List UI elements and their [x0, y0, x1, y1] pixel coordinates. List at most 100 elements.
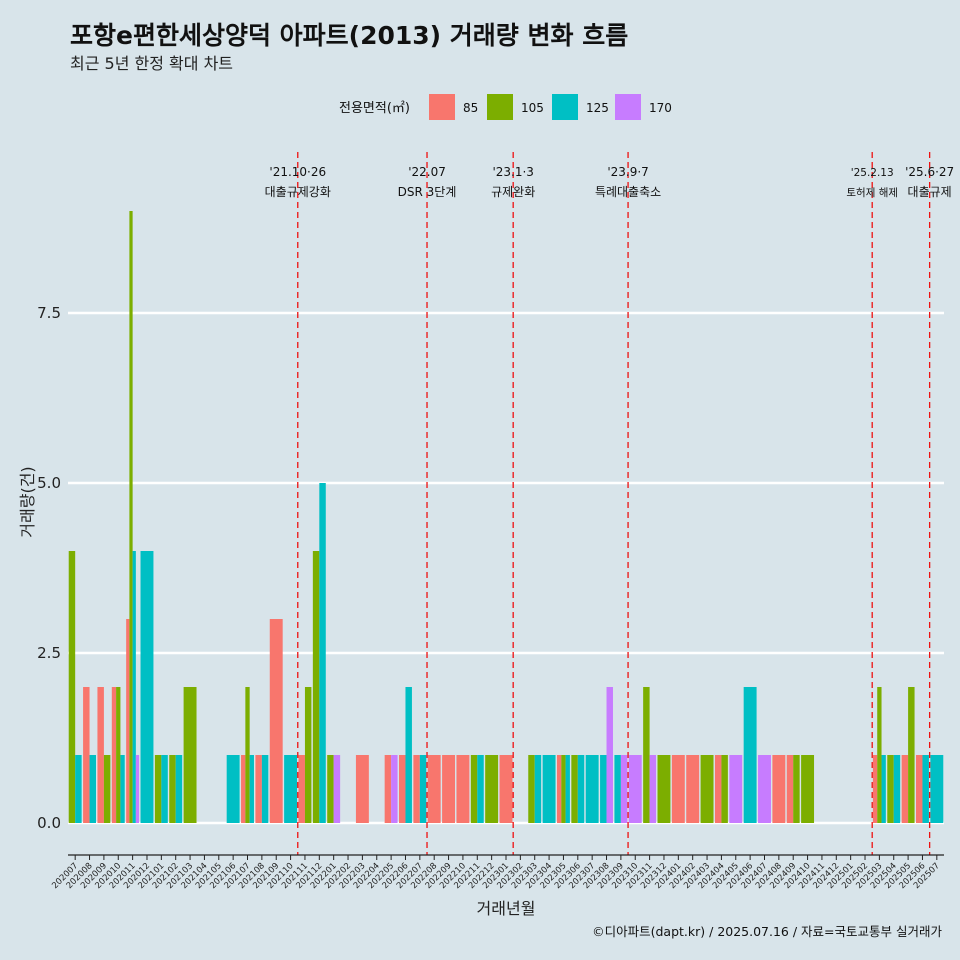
bar-202303-125	[534, 755, 542, 823]
legend-label-85: 85	[463, 101, 478, 115]
bar-202101-105	[154, 755, 162, 823]
bar-202311-105	[643, 687, 650, 823]
bar-202504-105	[887, 755, 894, 823]
bar-202009-105	[103, 755, 111, 823]
bar-202404-85	[714, 755, 722, 823]
bar-202304-125	[542, 755, 556, 823]
bar-202309-170	[620, 755, 628, 823]
legend-swatch-105	[487, 94, 513, 120]
legend: 전용면적(㎡) 85 105 125 170	[339, 94, 672, 120]
bar-202109-85	[269, 619, 283, 823]
bar-202011-170	[135, 755, 140, 823]
bar-202408-85	[772, 755, 786, 823]
policy-label: 대출규제강화	[265, 185, 331, 199]
bar-202201-170	[333, 755, 341, 823]
bar-202312-105	[657, 755, 671, 823]
policy-date: '22.07	[408, 165, 446, 179]
bars	[68, 211, 944, 823]
bar-202010-125	[120, 755, 125, 823]
bar-202203-85	[355, 755, 369, 823]
policy-label: 대출규제	[908, 185, 952, 199]
bar-202409-85	[786, 755, 794, 823]
bar-202308-170	[606, 687, 613, 823]
bar-202409-105	[793, 755, 800, 823]
legend-swatch-125	[552, 94, 578, 120]
bar-202009-85	[97, 687, 104, 823]
bar-202007-125	[75, 755, 82, 823]
bar-202011-125	[132, 551, 136, 823]
bar-202407-170	[758, 755, 771, 823]
y-tick-label: 7.5	[37, 304, 61, 322]
bar-202403-105	[700, 755, 714, 823]
axes: 2020072020082020092020102020112020122021…	[50, 854, 944, 891]
policy-label: DSR 3단계	[398, 185, 457, 199]
policy-lines: '21.10·26 대출규제강화 '22.07 DSR 3단계 '23.1·3 규제완화 '…	[265, 152, 954, 855]
bar-202505-105	[908, 687, 915, 823]
policy-date: '23.9·7	[607, 165, 648, 179]
bar-202301-85	[499, 755, 513, 823]
bar-202405-170	[729, 755, 743, 823]
bar-202211-125	[477, 755, 484, 823]
legend-title: 전용면적(㎡)	[339, 101, 410, 116]
bar-202308-125	[600, 755, 607, 823]
bar-202503-85	[872, 755, 878, 823]
policy-date: '25.2.13	[851, 167, 894, 179]
bar-202108-125	[261, 755, 269, 823]
bar-202103-105	[183, 687, 197, 823]
bar-202305-85	[556, 755, 562, 823]
bar-202110-125	[284, 755, 298, 823]
bar-202206-85	[399, 755, 406, 823]
policy-label: 규제완화	[491, 185, 535, 199]
bar-202306-105	[571, 755, 578, 823]
bar-202012-125	[140, 551, 154, 823]
bar-202504-125	[893, 755, 901, 823]
legend-label-170: 170	[649, 101, 672, 115]
bar-202310-170	[628, 755, 642, 823]
policy-label: 토허제 해제	[846, 186, 898, 199]
bar-202306-125	[577, 755, 585, 823]
bar-202506-125	[922, 755, 929, 823]
y-tick-label: 5.0	[37, 474, 61, 492]
bar-202401-85	[671, 755, 685, 823]
bar-202402-85	[686, 755, 700, 823]
bar-202111-85	[298, 755, 305, 823]
bar-202107-85	[241, 755, 246, 823]
bar-202106-125	[226, 755, 240, 823]
bar-202406-125	[743, 687, 757, 823]
bar-202010-85	[111, 687, 117, 823]
legend-swatch-85	[429, 94, 455, 120]
bar-202505-85	[901, 755, 909, 823]
bar-202305-105	[561, 755, 566, 823]
bar-202201-105	[327, 755, 334, 823]
bar-202212-105	[485, 755, 499, 823]
bar-202011-85	[126, 619, 130, 823]
bar-202102-105	[169, 755, 176, 823]
bar-202101-125	[161, 755, 168, 823]
bar-202503-125	[881, 755, 886, 823]
bar-202107-125	[249, 755, 254, 823]
bar-202211-105	[470, 755, 478, 823]
bar-202303-105	[528, 755, 535, 823]
bar-202210-85	[456, 755, 470, 823]
policy-date: '23.1·3	[492, 165, 533, 179]
bar-202507-125	[930, 755, 944, 823]
bar-202007-105	[68, 551, 76, 823]
policy-date: '21.10·26	[269, 165, 326, 179]
bar-202111-105	[304, 687, 312, 823]
y-tick-label: 0.0	[37, 814, 61, 832]
bar-202506-85	[915, 755, 923, 823]
legend-swatch-170	[615, 94, 641, 120]
bar-202010-105	[116, 687, 121, 823]
bar-202011-105	[129, 211, 133, 823]
bar-202503-105	[877, 687, 882, 823]
bar-202209-85	[442, 755, 456, 823]
bar-202404-105	[721, 755, 728, 823]
chart-title: 포항e편한세상양덕 아파트(2013) 거래량 변화 흐름	[70, 21, 628, 50]
bar-202307-125	[585, 755, 599, 823]
bar-202205-170	[391, 755, 398, 823]
policy-label: 특례대출축소	[595, 185, 661, 199]
y-axis-title: 거래량(건)	[18, 466, 37, 537]
bar-202207-125	[419, 755, 427, 823]
bar-202208-85	[427, 755, 441, 823]
